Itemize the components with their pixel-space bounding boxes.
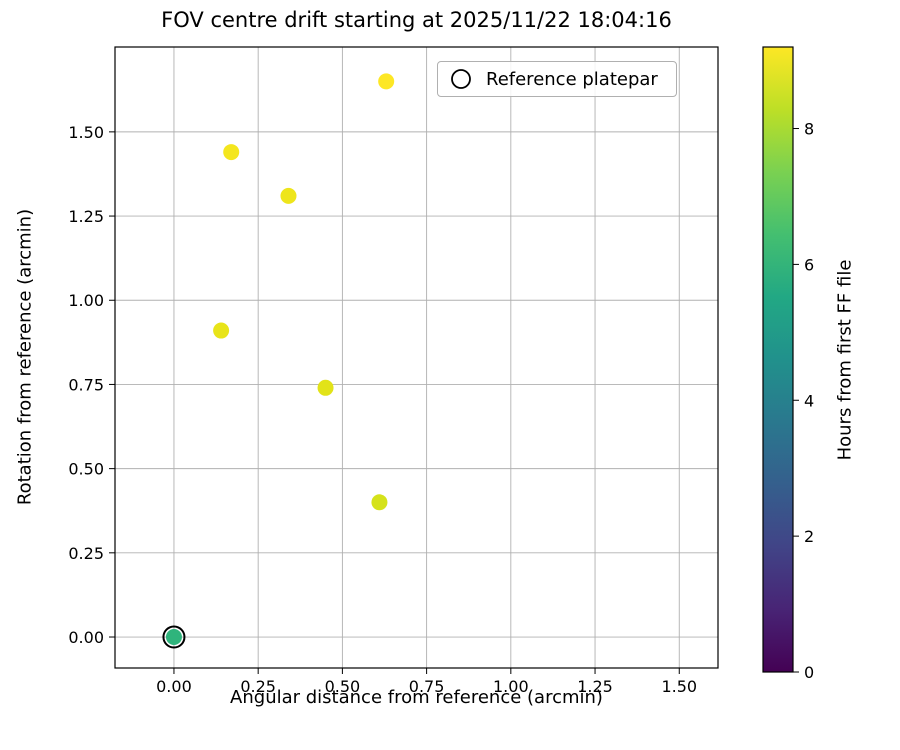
x-tick-label: 0.75 [409, 677, 445, 696]
x-tick-label: 1.50 [661, 677, 697, 696]
reference-platepar-marker [162, 625, 186, 649]
colorbar [763, 47, 793, 672]
y-tick-label: 0.50 [68, 460, 104, 479]
x-tick-label: 1.25 [577, 677, 613, 696]
x-axis-label: Angular distance from reference (arcmin) [230, 687, 603, 708]
y-tick-label: 1.50 [68, 123, 104, 142]
x-tick-label: 0.50 [325, 677, 361, 696]
y-axis-label: Rotation from reference (arcmin) [14, 208, 36, 506]
data-point [213, 322, 230, 339]
y-tick-label: 0.00 [68, 628, 104, 647]
colorbar-tick-label: 6 [804, 255, 814, 274]
reference-marker-icon [451, 69, 471, 89]
data-point [378, 73, 395, 90]
colorbar-tick-label: 2 [804, 527, 814, 546]
data-point [317, 379, 334, 396]
x-tick-label: 1.00 [493, 677, 529, 696]
axes-border [114, 46, 719, 669]
colorbar-tick-label: 4 [804, 391, 814, 410]
x-tick-label: 0.25 [240, 677, 276, 696]
colorbar-tick-label: 8 [804, 120, 814, 139]
data-point [371, 494, 388, 511]
x-tick-label: 0.00 [156, 677, 192, 696]
data-point [280, 187, 297, 204]
y-tick-label: 0.25 [68, 544, 104, 563]
y-tick-label: 0.75 [68, 375, 104, 394]
legend-label: Reference platepar [486, 68, 658, 90]
colorbar-label: Hours from first FF file [834, 259, 856, 461]
colorbar-border [762, 46, 794, 673]
y-tick-label: 1.00 [68, 291, 104, 310]
legend: Reference platepar [437, 61, 677, 97]
colorbar-tick-label: 0 [804, 663, 814, 682]
data-point [223, 144, 240, 161]
chart-title: FOV centre drift starting at 2025/11/22 … [161, 8, 672, 32]
y-tick-label: 1.25 [68, 207, 104, 226]
data-point [165, 629, 182, 646]
